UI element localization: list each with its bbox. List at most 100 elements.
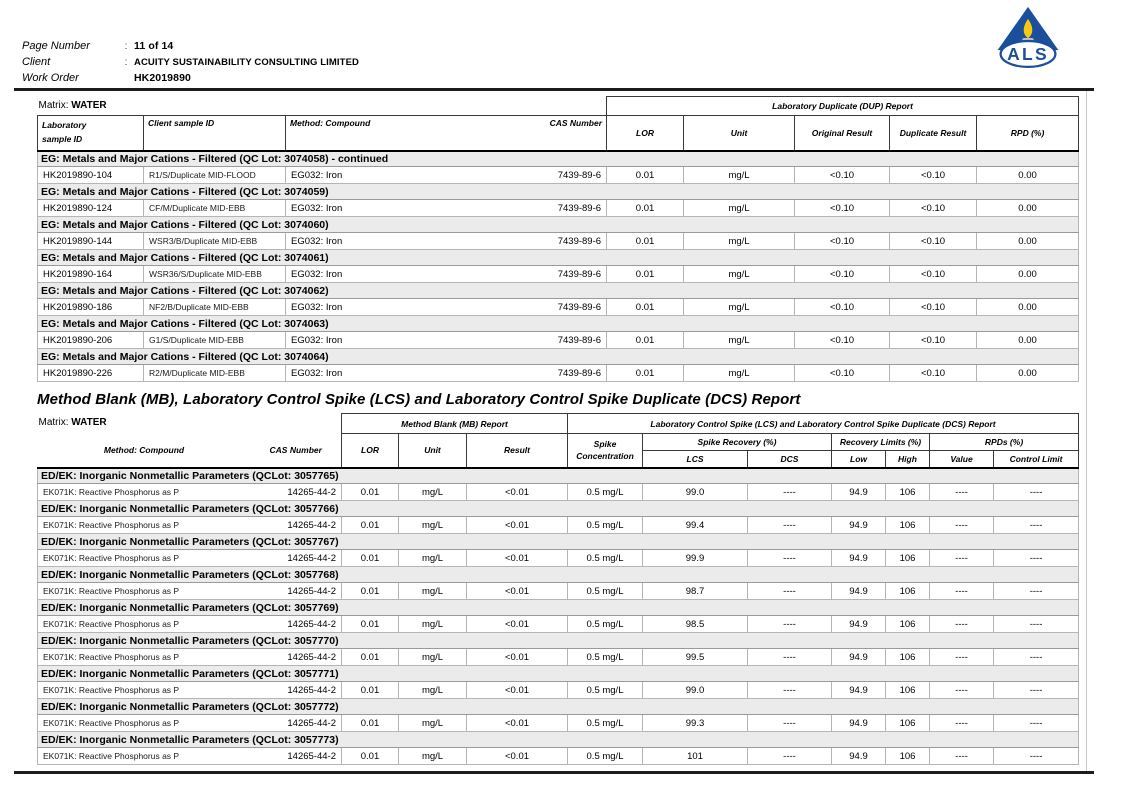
qc-lot-section-row: ED/EK: Inorganic Nonmetallic Parameters …	[36, 566, 1080, 583]
qc-lot-section-title: EG: Metals and Major Cations - Filtered …	[36, 315, 1080, 332]
cell-original: <0.10	[794, 265, 891, 283]
col-rpd: RPD (%)	[976, 115, 1080, 152]
qc-lot-section-title: ED/EK: Inorganic Nonmetallic Parameters …	[36, 533, 1080, 550]
qc-lot-section-title: ED/EK: Inorganic Nonmetallic Parameters …	[36, 665, 1080, 682]
cell-dcs: ----	[747, 483, 832, 501]
col-unit: Unit	[683, 115, 796, 152]
cell-high: 106	[885, 483, 930, 501]
cell-cas: 14265-44-2	[250, 615, 342, 633]
cell-cas: 14265-44-2	[250, 648, 342, 666]
page-header: Page Number : 11 of 14 Client : ACUITY S…	[22, 40, 359, 88]
cell-method: EK071K: Reactive Phosphorus as P	[37, 483, 251, 501]
cell-lor: 0.01	[606, 298, 685, 316]
separator-colon: :	[124, 41, 128, 52]
dup-group-header-row: Matrix: WATER Laboratory Duplicate (DUP)…	[38, 96, 1080, 116]
cell-duplicate: <0.10	[889, 232, 978, 250]
col-result: Result	[466, 433, 568, 469]
qc-lot-section-row: EG: Metals and Major Cations - Filtered …	[36, 216, 1080, 233]
qc-lot-section-row: EG: Metals and Major Cations - Filtered …	[36, 249, 1080, 266]
qc-lot-section-title: EG: Metals and Major Cations - Filtered …	[36, 150, 1080, 167]
cell-unit: mg/L	[398, 747, 467, 765]
cell-rpd: 0.00	[976, 331, 1080, 349]
cell-value: ----	[929, 615, 994, 633]
cell-rpd: 0.00	[976, 232, 1080, 250]
client-value: ACUITY SUSTAINABILITY CONSULTING LIMITED	[134, 57, 359, 68]
cell-rpd: 0.00	[976, 265, 1080, 283]
dup-table-body: EG: Metals and Major Cations - Filtered …	[36, 150, 1080, 382]
page-right-edge-line	[1086, 91, 1087, 771]
cell-lor: 0.01	[341, 747, 399, 765]
cell-lcs: 99.4	[642, 516, 748, 534]
table-row: EK071K: Reactive Phosphorus as P 14265-44…	[37, 615, 1080, 633]
cell-method: EG032: Iron	[285, 166, 484, 184]
cell-result: <0.01	[466, 549, 568, 567]
cell-cas: 7439-89-6	[483, 298, 608, 316]
cell-client-id: WSR36/S/Duplicate MID-EBB	[143, 265, 286, 283]
cell-lab-id: HK2019890-186	[37, 298, 144, 316]
work-order-row: Work Order HK2019890	[22, 72, 359, 88]
cell-spike-concentration: 0.5 mg/L	[567, 516, 643, 534]
cell-lor: 0.01	[606, 331, 685, 349]
col-cas-number: CAS Number	[483, 115, 608, 152]
cell-method: EG032: Iron	[285, 265, 484, 283]
cell-unit: mg/L	[398, 549, 467, 567]
cell-cas: 14265-44-2	[250, 483, 342, 501]
svg-text:ALS: ALS	[1007, 44, 1049, 64]
qc-lot-section-row: EG: Metals and Major Cations - Filtered …	[36, 183, 1080, 200]
mb-column-header-row: LCS DCS Low High Value Control Limit	[38, 450, 1080, 469]
cell-cas: 7439-89-6	[483, 232, 608, 250]
cell-high: 106	[885, 648, 930, 666]
cell-rpd: 0.00	[976, 298, 1080, 316]
cell-unit: mg/L	[398, 681, 467, 699]
table-row: HK2019890-144 WSR3/B/Duplicate MID-EBB EG0…	[37, 232, 1080, 250]
cell-rpd: 0.00	[976, 166, 1080, 184]
col-cas-number: CAS Number	[250, 433, 342, 469]
col-spike-concentration: Spike Concentration	[567, 433, 643, 469]
cell-low: 94.9	[831, 483, 886, 501]
cell-control-limit: ----	[992, 747, 1080, 765]
col-value: Value	[929, 450, 994, 469]
qc-lot-section-row: EG: Metals and Major Cations - Filtered …	[36, 348, 1080, 365]
cell-method: EK071K: Reactive Phosphorus as P	[37, 681, 251, 699]
qc-lot-section-row: EG: Metals and Major Cations - Filtered …	[36, 282, 1080, 299]
cell-lab-id: HK2019890-164	[37, 265, 144, 283]
cell-result: <0.01	[466, 681, 568, 699]
table-row: EK071K: Reactive Phosphorus as P 14265-44…	[37, 681, 1080, 699]
cell-lor: 0.01	[606, 166, 685, 184]
col-method-compound: Method: Compound	[285, 115, 484, 152]
cell-lcs: 99.0	[642, 681, 748, 699]
cell-spike-concentration: 0.5 mg/L	[567, 747, 643, 765]
cell-cas: 14265-44-2	[250, 714, 342, 732]
qc-lot-section-title: ED/EK: Inorganic Nonmetallic Parameters …	[36, 500, 1080, 517]
cell-cas: 14265-44-2	[250, 582, 342, 600]
cell-method: EK071K: Reactive Phosphorus as P	[37, 582, 251, 600]
cell-client-id: G1/S/Duplicate MID-EBB	[143, 331, 286, 349]
client-label: Client	[22, 56, 51, 68]
work-order-label: Work Order	[22, 72, 79, 84]
work-order-value: HK2019890	[134, 72, 191, 84]
cell-original: <0.10	[794, 331, 891, 349]
cell-dcs: ----	[747, 714, 832, 732]
qc-lot-section-row: ED/EK: Inorganic Nonmetallic Parameters …	[36, 533, 1080, 550]
cell-spike-concentration: 0.5 mg/L	[567, 714, 643, 732]
cell-duplicate: <0.10	[889, 331, 978, 349]
cell-low: 94.9	[831, 681, 886, 699]
cell-lor: 0.01	[341, 714, 399, 732]
cell-high: 106	[885, 582, 930, 600]
group-spike-recovery: Spike Recovery (%)	[642, 433, 832, 451]
cell-lcs: 99.0	[642, 483, 748, 501]
cell-high: 106	[885, 516, 930, 534]
cell-dcs: ----	[747, 516, 832, 534]
col-lor: LOR	[606, 115, 685, 152]
cell-value: ----	[929, 681, 994, 699]
cell-spike-concentration: 0.5 mg/L	[567, 615, 643, 633]
cell-unit: mg/L	[398, 516, 467, 534]
cell-value: ----	[929, 714, 994, 732]
cell-method: EG032: Iron	[285, 298, 484, 316]
matrix-water-label: Matrix: WATER	[38, 99, 107, 111]
qc-lot-section-title: EG: Metals and Major Cations - Filtered …	[36, 249, 1080, 266]
qc-lot-section-row: EG: Metals and Major Cations - Filtered …	[36, 150, 1080, 167]
cell-lor: 0.01	[341, 681, 399, 699]
cell-control-limit: ----	[992, 549, 1080, 567]
cell-low: 94.9	[831, 582, 886, 600]
